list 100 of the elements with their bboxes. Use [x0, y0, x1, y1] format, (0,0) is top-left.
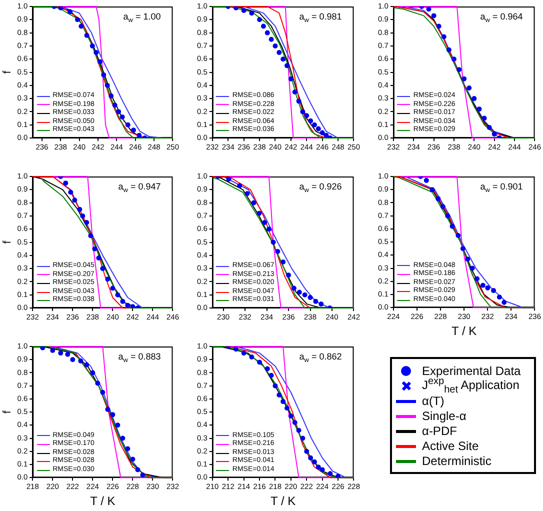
- point: [80, 213, 86, 218]
- point: [502, 300, 507, 305]
- point: [84, 362, 90, 368]
- point: [94, 50, 99, 56]
- point: [264, 30, 270, 36]
- point: [84, 220, 90, 226]
- legend-label: J$^{exp}$$_{het}$ Application: [422, 376, 520, 396]
- point: [97, 59, 102, 64]
- point: [280, 399, 286, 404]
- point: [257, 360, 262, 365]
- point: [65, 352, 70, 357]
- point: [440, 204, 446, 210]
- point: [284, 63, 290, 68]
- point: [470, 266, 475, 271]
- x-axis-title: T / K: [270, 494, 296, 508]
- point: [120, 436, 126, 441]
- point: [130, 456, 136, 462]
- point: [95, 380, 100, 386]
- point: [308, 455, 314, 460]
- point: [120, 114, 125, 120]
- point: [472, 96, 477, 102]
- point: [115, 292, 120, 298]
- point: [296, 290, 302, 295]
- point: [70, 357, 76, 362]
- point: [251, 200, 256, 206]
- point: [125, 122, 130, 128]
- point: [130, 304, 136, 308]
- point: [280, 56, 286, 62]
- point: [90, 43, 95, 48]
- point: [241, 350, 246, 356]
- point: [105, 276, 110, 282]
- point: [272, 383, 278, 388]
- point: [288, 76, 294, 82]
- legend-label: α-PDF: [422, 424, 457, 438]
- point: [296, 98, 302, 104]
- point: [336, 474, 341, 478]
- point: [430, 187, 435, 192]
- point: [237, 183, 242, 188]
- point: [286, 272, 292, 278]
- point: [276, 50, 282, 56]
- point: [63, 180, 68, 186]
- point: [328, 471, 333, 476]
- point: [110, 412, 116, 418]
- point: [249, 354, 254, 360]
- point: [308, 118, 314, 124]
- point: [92, 246, 98, 252]
- point: [116, 109, 122, 114]
- point: [112, 102, 118, 108]
- legend-label: Single-α: [422, 408, 466, 422]
- point: [474, 276, 480, 282]
- point: [125, 302, 130, 308]
- point: [131, 128, 136, 133]
- point: [318, 302, 324, 307]
- point: [241, 8, 246, 13]
- point: [462, 76, 467, 82]
- point: [312, 122, 317, 128]
- point: [424, 178, 429, 183]
- y-axis-title: f: [2, 240, 14, 244]
- point: [67, 9, 72, 14]
- point: [125, 446, 130, 452]
- point: [266, 226, 272, 232]
- point: [431, 13, 436, 18]
- point: [226, 176, 232, 182]
- point: [100, 390, 106, 395]
- legend-label: Deterministic: [422, 454, 492, 468]
- point: [291, 286, 296, 291]
- point: [115, 422, 120, 428]
- point: [284, 406, 290, 411]
- point: [140, 472, 146, 478]
- point: [304, 448, 310, 454]
- point: [445, 213, 450, 218]
- point: [249, 10, 254, 16]
- point: [313, 298, 318, 304]
- point: [476, 106, 482, 112]
- point: [320, 467, 325, 472]
- point: [264, 366, 270, 372]
- point: [320, 130, 325, 136]
- point: [292, 89, 298, 94]
- y-axis-title: f: [2, 410, 14, 414]
- point: [460, 246, 466, 252]
- point: [446, 47, 452, 52]
- point: [268, 36, 274, 42]
- point: [496, 294, 502, 300]
- point: [296, 428, 302, 433]
- point: [40, 346, 46, 350]
- point: [270, 240, 276, 245]
- point: [426, 6, 432, 12]
- point: [272, 43, 278, 48]
- point: [486, 124, 492, 130]
- point: [78, 24, 84, 29]
- point: [308, 294, 313, 300]
- point: [491, 288, 496, 294]
- point: [135, 467, 140, 472]
- point: [90, 370, 96, 376]
- point: [244, 191, 250, 196]
- point: [302, 292, 308, 298]
- point: [77, 206, 82, 212]
- point: [268, 372, 274, 378]
- point: [108, 93, 114, 98]
- point: [465, 256, 470, 262]
